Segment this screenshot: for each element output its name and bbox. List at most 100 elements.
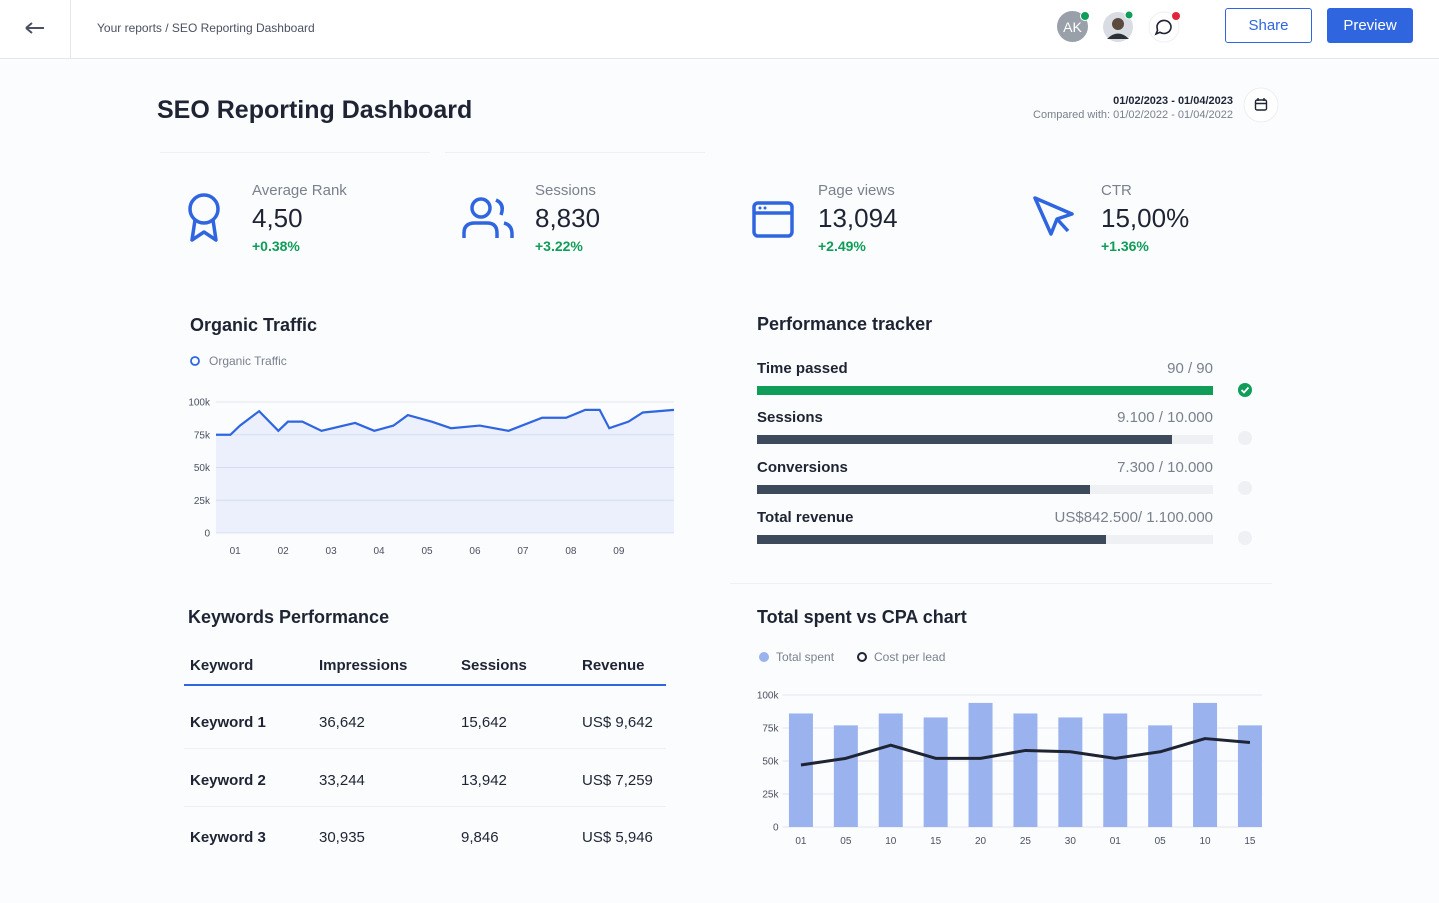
bar — [1148, 725, 1173, 827]
y-tick-label: 100k — [757, 691, 780, 702]
x-tick-label: 15 — [930, 836, 942, 847]
pageviews-icon — [752, 201, 794, 238]
breadcrumb[interactable]: Your reports / SEO Reporting Dashboard — [97, 21, 315, 35]
spent-cpa-chart: 0 25k 50k 75k 100k 01 05 10 15 20 25 30 01 05 10 15 — [757, 691, 1263, 847]
y-tick-label: 75k — [762, 724, 779, 735]
x-tick-label: 15 — [1244, 836, 1256, 847]
y-tick-label: 25k — [762, 790, 779, 801]
y-tick-label: 0 — [204, 529, 210, 540]
y-tick-label: 75k — [194, 430, 211, 441]
share-button[interactable]: Share — [1225, 8, 1312, 43]
column-header: Keyword — [190, 657, 254, 674]
keyword-cell: Keyword 3 — [190, 829, 266, 846]
legend-marker — [759, 652, 769, 662]
y-tick-label: 100k — [188, 398, 211, 409]
bar — [788, 713, 813, 827]
progress-bar — [757, 435, 1172, 444]
y-tick-label: 25k — [194, 496, 211, 507]
divider — [160, 152, 430, 153]
kpi-value: 13,094 — [818, 203, 898, 233]
bar — [923, 717, 948, 827]
kpi-value: 4,50 — [252, 203, 303, 233]
bar — [878, 713, 903, 827]
progress-bar — [757, 386, 1213, 395]
compared-range: Compared with: 01/02/2022 - 01/04/2022 — [1033, 109, 1233, 121]
page-title: SEO Reporting Dashboard — [157, 96, 473, 124]
tracker-label: 9.100 / 10.000 — [1117, 409, 1213, 426]
user-avatar[interactable] — [1102, 11, 1134, 43]
x-tick-label: 08 — [565, 546, 577, 557]
kpi-label: Page views — [818, 182, 895, 199]
progress-bar — [757, 535, 1107, 544]
x-tick-label: 07 — [517, 546, 529, 557]
column-header: Sessions — [461, 657, 527, 674]
sessions-icon — [462, 197, 514, 238]
x-tick-label: 06 — [469, 546, 481, 557]
bar — [968, 702, 993, 827]
legend-label: Total spent — [776, 650, 835, 664]
tracker-name: Total revenue — [757, 509, 854, 526]
status-complete — [1238, 383, 1252, 397]
legend-label: Organic Traffic — [209, 354, 287, 368]
bar — [1058, 717, 1083, 827]
divider — [730, 583, 1272, 584]
legend-marker — [190, 356, 200, 366]
chart-title: Organic Traffic — [190, 315, 318, 335]
x-tick-label: 10 — [885, 836, 897, 847]
table-cell: US$ 7,259 — [582, 772, 653, 789]
divider — [70, 0, 71, 58]
table-title: Keywords Performance — [188, 607, 390, 627]
table-cell: 36,642 — [319, 714, 365, 731]
bar — [1013, 713, 1038, 827]
row-divider — [184, 806, 666, 807]
line — [800, 737, 1251, 767]
y-tick-label: 50k — [194, 463, 211, 474]
tracker-label: 90 / 90 — [1167, 360, 1213, 377]
x-tick-label: 01 — [1110, 836, 1122, 847]
back-button[interactable] — [22, 18, 46, 38]
column-header: Revenue — [582, 657, 645, 674]
area-fill — [216, 409, 674, 533]
table-cell: US$ 9,642 — [582, 714, 653, 731]
x-tick-label: 03 — [326, 546, 338, 557]
status-pending — [1238, 531, 1252, 545]
legend-marker — [857, 652, 867, 662]
comments-button[interactable] — [1148, 10, 1184, 46]
tracker-name: Conversions — [757, 459, 848, 476]
x-tick-label: 05 — [840, 836, 852, 847]
kpi-value: 8,830 — [535, 203, 601, 233]
line — [216, 408, 675, 436]
x-tick-label: 09 — [613, 546, 625, 557]
ctr-icon — [1033, 196, 1074, 236]
preview-button[interactable]: Preview — [1327, 8, 1413, 43]
x-tick-label: 04 — [373, 546, 385, 557]
tracker-name: Sessions — [757, 409, 823, 426]
x-tick-label: 20 — [975, 836, 987, 847]
row-divider — [184, 748, 666, 749]
tracker-title: Performance tracker — [757, 314, 933, 334]
kpi-change: +1.36% — [1101, 238, 1149, 254]
x-tick-label: 02 — [278, 546, 290, 557]
chart-title: Total spent vs CPA chart — [757, 607, 967, 627]
table-cell: US$ 5,946 — [582, 829, 653, 846]
bar — [1193, 702, 1218, 827]
x-tick-label: 05 — [421, 546, 433, 557]
table-cell: 13,942 — [461, 772, 507, 789]
calendar-button[interactable] — [1242, 86, 1280, 124]
table-cell: 15,642 — [461, 714, 507, 731]
legend-label: Cost per lead — [874, 650, 946, 664]
x-tick-label: 10 — [1199, 836, 1211, 847]
date-range: 01/02/2023 - 01/04/2023 — [1113, 95, 1233, 107]
table-cell: 30,935 — [319, 829, 365, 846]
x-tick-label: 30 — [1065, 836, 1077, 847]
keyword-cell: Keyword 2 — [190, 772, 266, 789]
table-cell: 9,846 — [461, 829, 499, 846]
kpi-label: CTR — [1101, 182, 1132, 199]
table-cell: 33,244 — [319, 772, 365, 789]
keyword-cell: Keyword 1 — [190, 714, 266, 731]
column-header: Impressions — [319, 657, 408, 674]
tracker-name: Time passed — [757, 360, 848, 377]
top-bar: Your reports / SEO Reporting Dashboard A… — [0, 0, 1439, 59]
x-tick-label: 01 — [795, 836, 807, 847]
